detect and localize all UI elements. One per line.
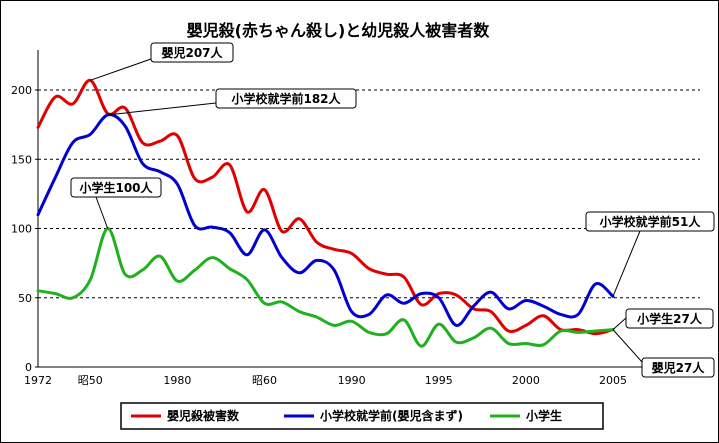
legend-label-1: 小学校就学前(嬰児含まず) bbox=[320, 408, 463, 423]
y-tick-label: 150 bbox=[11, 153, 32, 166]
series-line-1 bbox=[36, 113, 615, 327]
callout-label: 小学校就学前182人 bbox=[231, 91, 341, 106]
x-tick-label: 1990 bbox=[338, 374, 366, 387]
x-tick-label: 2000 bbox=[512, 374, 540, 387]
annotation-callout: 嬰児27人 bbox=[612, 329, 715, 378]
callout-box bbox=[70, 177, 162, 198]
callout-box bbox=[150, 42, 234, 63]
x-tick-label: 昭50 bbox=[78, 374, 103, 387]
annotation-callout: 小学生100人 bbox=[70, 177, 162, 229]
y-tick-label: 100 bbox=[11, 223, 32, 236]
annotation-callout: 小学校就学前51人 bbox=[585, 211, 715, 297]
legend-label-2: 小学生 bbox=[526, 408, 562, 423]
callout-pointer bbox=[107, 102, 217, 116]
x-tick-label: 1980 bbox=[163, 374, 191, 387]
series-line-0 bbox=[36, 78, 615, 336]
axis-layer: 0 50 100 150 200 1972 昭50 1980 昭60 1990 1995 2000 20… bbox=[11, 50, 700, 387]
y-tick-label: 200 bbox=[11, 84, 32, 97]
chart-title: 嬰児殺(赤ちゃん殺し)と幼児殺人被害者数 bbox=[187, 21, 491, 40]
callout-pointer bbox=[612, 329, 643, 363]
annotation-callout: 嬰児207人 bbox=[90, 42, 234, 81]
callout-box bbox=[625, 308, 714, 329]
x-tick-label: 1995 bbox=[425, 374, 453, 387]
callout-label: 小学校就学前51人 bbox=[600, 214, 702, 229]
y-tick-label: 50 bbox=[18, 292, 32, 305]
callout-label: 嬰児27人 bbox=[652, 360, 706, 375]
grid-layer bbox=[38, 89, 700, 299]
series-layer bbox=[36, 78, 615, 348]
annotation-layer: 嬰児207人小学校就学前182人小学生100人小学校就学前51人小学生27人嬰児… bbox=[70, 42, 715, 378]
annotation-callout: 小学生27人 bbox=[612, 308, 714, 330]
callout-pointer bbox=[95, 196, 109, 229]
annotation-callout: 小学校就学前182人 bbox=[107, 88, 357, 116]
callout-pointer bbox=[612, 317, 627, 330]
legend: 嬰児殺被害数 小学校就学前(嬰児含まず) 小学生 bbox=[120, 402, 604, 430]
x-tick-label: 昭60 bbox=[252, 374, 277, 387]
x-tick-label: 2005 bbox=[599, 374, 627, 387]
x-tick-label: 1972 bbox=[24, 374, 52, 387]
legend-box bbox=[120, 402, 604, 430]
callout-label: 嬰児207人 bbox=[161, 45, 223, 60]
y-tick-label: 0 bbox=[25, 361, 32, 374]
callout-pointer bbox=[612, 230, 641, 297]
callout-box bbox=[641, 357, 715, 378]
legend-label-0: 嬰児殺被害数 bbox=[167, 408, 240, 423]
callout-box bbox=[585, 211, 715, 232]
callout-box bbox=[215, 88, 357, 109]
callout-label: 小学生100人 bbox=[79, 180, 153, 195]
series-line-2 bbox=[36, 226, 615, 348]
callout-label: 小学生27人 bbox=[637, 311, 703, 326]
callout-pointer bbox=[90, 58, 152, 81]
